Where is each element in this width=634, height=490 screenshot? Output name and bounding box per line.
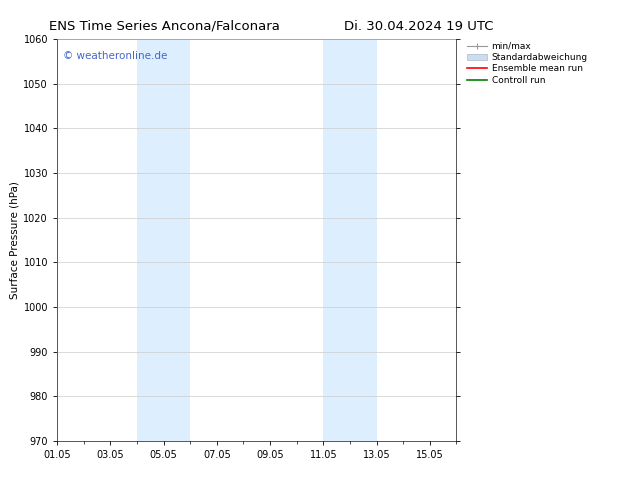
Text: Di. 30.04.2024 19 UTC: Di. 30.04.2024 19 UTC — [344, 20, 493, 33]
Bar — [323, 39, 377, 441]
Bar — [137, 39, 190, 441]
Text: © weatheronline.de: © weatheronline.de — [63, 51, 167, 61]
Legend: min/max, Standardabweichung, Ensemble mean run, Controll run: min/max, Standardabweichung, Ensemble me… — [465, 39, 590, 87]
Text: ENS Time Series Ancona/Falconara: ENS Time Series Ancona/Falconara — [49, 20, 280, 33]
Y-axis label: Surface Pressure (hPa): Surface Pressure (hPa) — [10, 181, 19, 299]
